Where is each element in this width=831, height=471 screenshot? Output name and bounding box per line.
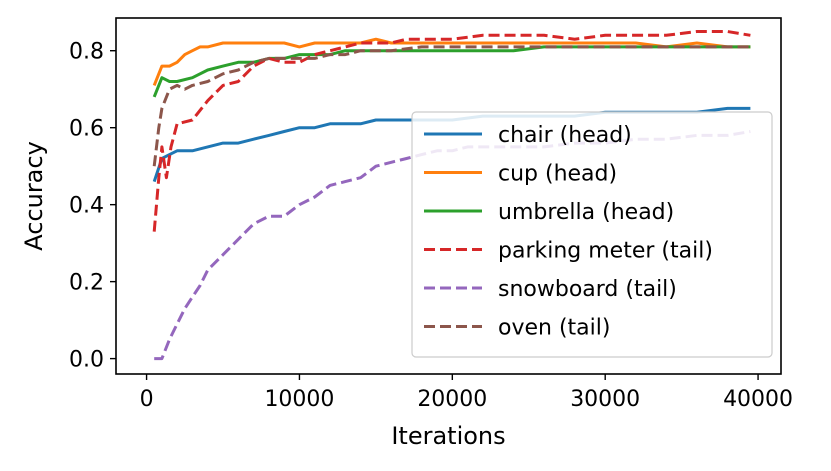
y-tick-label: 0.4 (69, 194, 104, 219)
x-tick-label: 10000 (264, 387, 334, 412)
legend-label-parking-meter-tail: parking meter (tail) (498, 239, 713, 264)
y-tick-label: 0.2 (69, 271, 104, 296)
x-tick-label: 30000 (570, 387, 640, 412)
x-tick-label: 20000 (417, 387, 487, 412)
ticks-layer: 0 10000 20000 30000 40000 0.0 0.2 0.4 0.6 0.8 (69, 40, 793, 412)
legend-label-oven-tail: oven (tail) (498, 316, 610, 341)
y-tick-label: 0.0 (69, 348, 104, 373)
series-line-cup-head (152, 37, 751, 86)
y-tick-label: 0.8 (69, 40, 104, 65)
legend-label-snowboard-tail: snowboard (tail) (498, 277, 677, 302)
series-line-parking-meter-tail (152, 30, 751, 232)
x-tick-label: 40000 (723, 387, 793, 412)
legend-box (411, 111, 773, 358)
x-tick-label: 0 (140, 387, 154, 412)
series-line-oven-tail (152, 45, 751, 167)
x-axis-label: Iterations (391, 422, 505, 450)
legend-label-cup-head: cup (head) (498, 162, 617, 187)
legend-label-umbrella-head: umbrella (head) (498, 200, 674, 225)
legend-label-chair-head: chair (head) (498, 123, 632, 148)
legend: chair (head) cup (head) umbrella (head) par… (411, 111, 773, 358)
y-axis-label: Accuracy (20, 141, 48, 251)
y-tick-label: 0.6 (69, 117, 104, 142)
series-line-umbrella-head (152, 45, 751, 98)
plot-frame (115, 17, 782, 375)
